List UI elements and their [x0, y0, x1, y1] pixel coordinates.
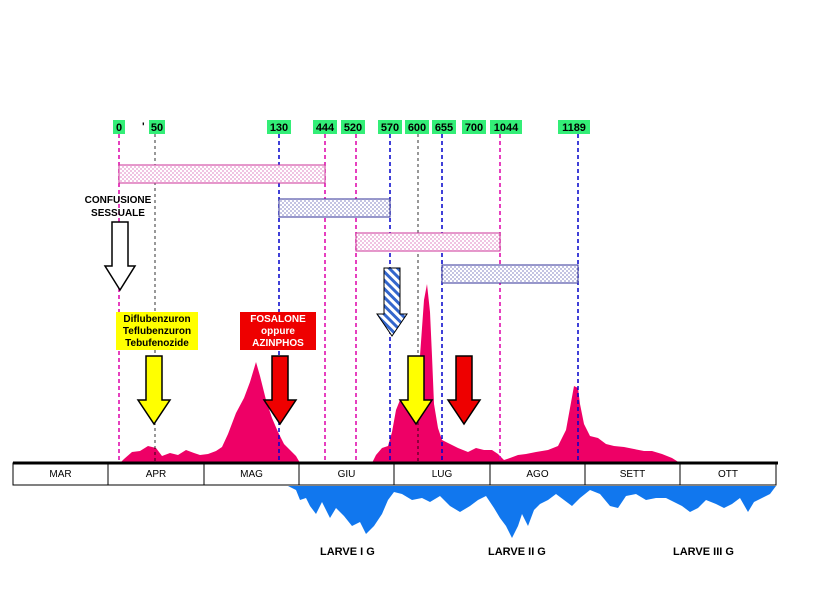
svg-text:130: 130 [270, 122, 288, 134]
svg-text:520: 520 [344, 122, 362, 134]
degree-day-700: 700 [462, 120, 486, 134]
svg-text:600: 600 [408, 122, 426, 134]
degree-day-50: 50 [149, 120, 165, 134]
larvae-label-3: LARVE III G [673, 546, 734, 558]
degree-day-1044: 1044 [490, 120, 522, 134]
confusion-label-line2: SESSUALE [91, 208, 145, 219]
month-apr: APR [146, 469, 167, 480]
flight-curve-2 [372, 284, 680, 463]
larvae-area [288, 486, 776, 538]
month-ago: AGO [526, 469, 548, 480]
svg-text:655: 655 [435, 122, 453, 134]
igr-label-box [116, 312, 198, 350]
op-label-line3: AZINPHOS [252, 338, 304, 349]
period-bar-1 [118, 164, 326, 184]
month-ott: OTT [718, 469, 738, 480]
op-arrow-2 [446, 355, 482, 426]
op-label-box [240, 312, 316, 350]
larvae-label-1: LARVE I G [320, 546, 375, 558]
degree-day-600: 600 [405, 120, 429, 134]
igr-label-line3: Tebufenozide [125, 338, 189, 349]
degree-day-655: 655 [432, 120, 456, 134]
period-bar-4 [441, 264, 579, 284]
period-bar-3 [355, 232, 501, 252]
degree-day-520: 520 [341, 120, 365, 134]
igr-label-line1: Diflubenzuron [123, 314, 190, 325]
stray-mark: ' [142, 121, 145, 133]
month-giu: GIU [338, 469, 356, 480]
igr-label-line2: Teflubenzuron [123, 326, 191, 337]
degree-day-labels: 0 50 130 444 520 570 600 655 700 1044 1189 [113, 120, 590, 134]
confusion-label-line1: CONFUSIONE [85, 195, 152, 206]
month-mag: MAG [240, 469, 263, 480]
month-mar: MAR [49, 469, 71, 480]
flight-curve [120, 362, 300, 463]
larvae-label-2: LARVE II G [488, 546, 546, 558]
svg-text:444: 444 [316, 122, 335, 134]
hatched-arrow [376, 267, 408, 337]
igr-arrow-1 [136, 355, 172, 426]
svg-text:0: 0 [116, 122, 122, 134]
month-lug: LUG [432, 469, 453, 480]
igr-arrow-2 [398, 355, 434, 426]
svg-text:50: 50 [151, 122, 163, 134]
degree-day-570: 570 [378, 120, 402, 134]
month-sett: SETT [620, 469, 646, 480]
degree-day-444: 444 [313, 120, 337, 134]
op-label-line2: oppure [261, 326, 295, 337]
svg-text:1189: 1189 [562, 122, 586, 134]
degree-day-130: 130 [267, 120, 291, 134]
confusion-arrow [103, 221, 137, 292]
svg-text:700: 700 [465, 122, 483, 134]
degree-day-0: 0 [113, 120, 125, 134]
svg-text:1044: 1044 [494, 122, 519, 134]
month-dividers [107, 463, 681, 485]
degree-day-1189: 1189 [558, 120, 590, 134]
svg-text:570: 570 [381, 122, 399, 134]
month-labels: MAR APR MAG GIU LUG AGO SETT OTT [49, 469, 738, 480]
period-bar-2 [278, 198, 391, 218]
op-label-line1: FOSALONE [250, 314, 306, 325]
op-arrow-1 [262, 355, 298, 426]
